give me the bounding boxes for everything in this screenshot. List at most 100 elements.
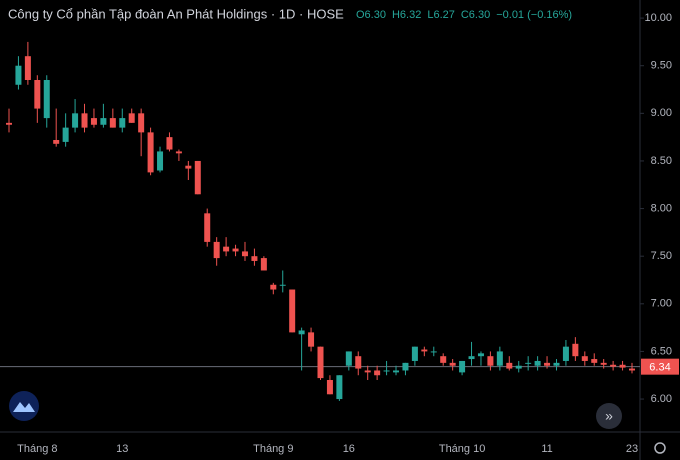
- last-price-label: 6.34: [649, 362, 670, 374]
- y-tick-label: 7.00: [651, 298, 672, 310]
- candle-body: [213, 241, 220, 259]
- candle-body: [308, 332, 315, 347]
- candle-body: [619, 364, 626, 368]
- legend-value: −0.01 (−0.16%): [496, 9, 572, 21]
- x-tick-label: 16: [343, 443, 355, 455]
- candle-body: [34, 80, 41, 109]
- candle-body: [53, 140, 60, 144]
- candle-body: [459, 360, 466, 373]
- candle-body: [128, 113, 135, 123]
- candle-body: [270, 284, 277, 290]
- candle-body: [72, 113, 79, 128]
- y-tick-label: 9.50: [651, 60, 672, 72]
- candle-body: [421, 349, 428, 352]
- candle-body: [440, 356, 447, 363]
- candle-body: [119, 118, 126, 128]
- candle-body: [581, 356, 588, 361]
- candle-body: [468, 356, 475, 360]
- candle-body: [62, 127, 69, 142]
- y-tick-label: 10.00: [644, 12, 672, 24]
- candle-body: [157, 151, 164, 171]
- y-tick-label: 9.00: [651, 107, 672, 119]
- candle-body: [534, 360, 541, 366]
- candle-body: [90, 118, 97, 125]
- candle-body: [411, 346, 418, 361]
- candle-body: [24, 56, 31, 80]
- candle-body: [525, 362, 532, 364]
- candle-body: [553, 362, 560, 366]
- candle-body: [487, 356, 494, 366]
- candle-body: [364, 370, 371, 373]
- candle-body: [204, 213, 211, 242]
- last-price-box: [641, 358, 679, 375]
- candle-body: [629, 368, 635, 371]
- candle-body: [336, 375, 343, 400]
- scroll-button-icon[interactable]: »: [605, 408, 613, 424]
- candle-body: [544, 362, 551, 366]
- candle-body: [100, 118, 107, 125]
- candle-body: [374, 370, 381, 376]
- scroll-button-bg[interactable]: [596, 403, 622, 429]
- scroll-button[interactable]: »: [596, 403, 622, 429]
- legend-value: C6.30: [461, 9, 490, 21]
- candle-body: [383, 370, 390, 372]
- x-tick-label: Tháng 10: [439, 443, 485, 455]
- candle-body: [194, 160, 201, 195]
- candle-body: [147, 132, 154, 173]
- candle-body: [591, 359, 598, 363]
- candle-body: [251, 256, 258, 261]
- candle-body: [43, 80, 50, 119]
- x-tick-label: 11: [541, 443, 552, 455]
- candle-body: [317, 346, 324, 379]
- y-tick-label: 6.00: [651, 393, 672, 405]
- candle-body: [355, 356, 362, 369]
- legend-value: O6.30: [356, 9, 386, 21]
- y-tick-label: 8.50: [651, 155, 672, 167]
- candle-body: [506, 362, 513, 369]
- candle-body: [402, 362, 409, 371]
- candle-body: [175, 151, 182, 154]
- y-tick-label: 7.50: [651, 250, 672, 262]
- logo-bg[interactable]: [9, 391, 39, 421]
- candle-body: [610, 364, 617, 367]
- candle-body: [81, 113, 88, 128]
- candle-body: [515, 365, 522, 369]
- candle-body: [345, 351, 352, 366]
- candle-body: [600, 362, 607, 365]
- x-tick-label: Tháng 9: [253, 443, 293, 455]
- y-tick-label: 8.00: [651, 202, 672, 214]
- x-tick-label: Tháng 8: [17, 443, 57, 455]
- candle-body: [477, 353, 484, 357]
- legend-value: L6.27: [427, 9, 455, 21]
- candle-body: [326, 380, 333, 395]
- candle-body: [223, 246, 230, 252]
- candle-body: [166, 137, 173, 150]
- logo-mark[interactable]: [13, 402, 35, 412]
- candle-body: [562, 346, 569, 361]
- candle-body: [289, 289, 296, 333]
- candle-body: [6, 122, 12, 125]
- chart-title: Công ty Cổ phần Tập đoàn An Phát Holding…: [8, 6, 344, 21]
- candle-body: [572, 343, 579, 357]
- legend-value: H6.32: [392, 9, 421, 21]
- candle-body: [449, 362, 456, 366]
- candle-body: [232, 248, 239, 252]
- candle-body: [15, 65, 22, 85]
- candle-body: [185, 165, 192, 169]
- candle-body: [279, 284, 286, 286]
- candle-body: [241, 251, 248, 257]
- settings-button[interactable]: [654, 442, 666, 454]
- candle-body: [430, 351, 437, 353]
- logo[interactable]: [9, 391, 39, 421]
- candle-body: [496, 351, 503, 366]
- candle-body: [260, 258, 267, 271]
- candle-body: [298, 330, 305, 335]
- x-tick-label: 13: [116, 443, 128, 455]
- x-tick-label: 23: [626, 443, 638, 455]
- gear-icon[interactable]: [654, 442, 666, 454]
- candle-body: [393, 370, 400, 373]
- candle-body: [109, 118, 116, 128]
- candle-body: [138, 113, 145, 133]
- y-tick-label: 6.50: [651, 345, 672, 357]
